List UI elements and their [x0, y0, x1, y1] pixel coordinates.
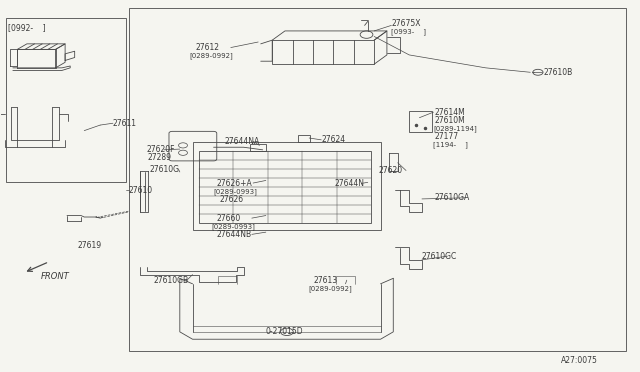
Text: 27612: 27612: [196, 43, 220, 52]
Bar: [298, 135, 310, 142]
Text: [0289-0993]: [0289-0993]: [212, 223, 255, 230]
Text: 27644NA: 27644NA: [225, 137, 260, 146]
Text: 27660: 27660: [217, 214, 241, 222]
Text: 27644N: 27644N: [334, 179, 364, 188]
Text: 0-27015D: 0-27015D: [266, 327, 303, 336]
Bar: [409, 111, 431, 132]
Text: 27614M: 27614M: [435, 108, 465, 117]
Text: 27644NB: 27644NB: [217, 230, 252, 239]
Text: 27610B: 27610B: [543, 68, 572, 77]
Text: [1194-    ]: [1194- ]: [433, 141, 468, 148]
Text: [0289-0992]: [0289-0992]: [189, 52, 233, 59]
Bar: [193, 142, 381, 230]
Text: 27610GA: 27610GA: [435, 193, 470, 202]
Text: 27610M: 27610M: [435, 116, 465, 125]
Text: 27289: 27289: [148, 153, 172, 163]
Text: 27619: 27619: [78, 241, 102, 250]
Text: [0289-0992]: [0289-0992]: [308, 285, 352, 292]
Text: 27675X: 27675X: [392, 19, 421, 28]
Text: [0993-    ]: [0993- ]: [392, 28, 426, 35]
Text: 27613: 27613: [314, 276, 338, 285]
Text: 27626+A: 27626+A: [217, 179, 253, 187]
Text: 27620F: 27620F: [147, 145, 175, 154]
Bar: [250, 144, 266, 151]
Text: 27620: 27620: [379, 166, 403, 175]
Text: 27610GB: 27610GB: [153, 276, 188, 285]
Bar: [272, 40, 374, 64]
Bar: [199, 151, 371, 223]
Text: 27177: 27177: [435, 132, 459, 141]
Text: A27:0075: A27:0075: [561, 356, 598, 365]
Text: [0992-    ]: [0992- ]: [8, 23, 45, 32]
Text: 27610G: 27610G: [149, 165, 179, 174]
Text: [0289-0993]: [0289-0993]: [213, 188, 257, 195]
Text: 27610GC: 27610GC: [422, 251, 457, 261]
Text: 27626: 27626: [220, 195, 243, 204]
Text: 27624: 27624: [321, 135, 346, 144]
Text: 27610: 27610: [129, 186, 153, 195]
Bar: [6, 18, 125, 182]
Text: FRONT: FRONT: [41, 272, 70, 281]
Text: [0289-1194]: [0289-1194]: [433, 125, 477, 132]
Bar: [129, 8, 626, 352]
Text: 27611: 27611: [113, 119, 137, 128]
